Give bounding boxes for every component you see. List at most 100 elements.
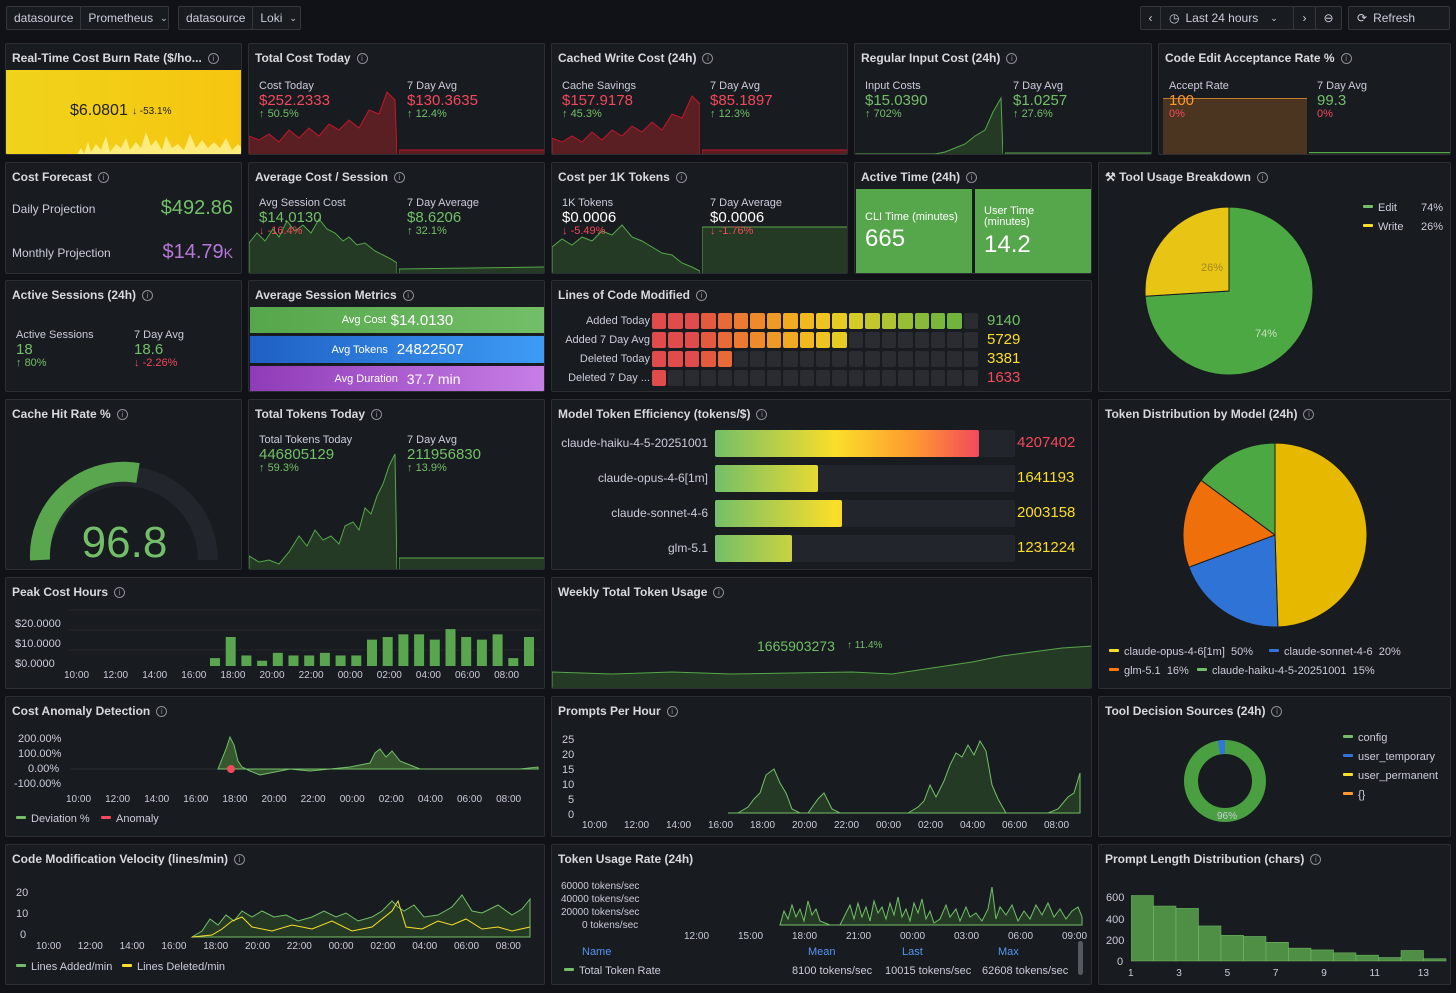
info-icon[interactable]: i xyxy=(966,172,978,183)
info-icon[interactable]: i xyxy=(356,53,368,64)
bar[interactable] xyxy=(272,652,283,666)
info-icon[interactable]: i xyxy=(756,409,768,420)
legend-item[interactable]: config xyxy=(1343,732,1387,744)
legend-item-deviation[interactable]: Deviation % xyxy=(16,813,90,825)
histogram-bar[interactable] xyxy=(1198,925,1222,962)
pie-slice[interactable] xyxy=(1200,442,1276,536)
info-icon[interactable]: i xyxy=(156,706,168,717)
legend-item-write[interactable]: Write 26% xyxy=(1363,221,1443,233)
bar[interactable] xyxy=(461,637,472,666)
legend-item-added[interactable]: Lines Added/min xyxy=(16,961,112,973)
table-header[interactable]: Name xyxy=(582,946,612,958)
info-icon[interactable]: i xyxy=(702,53,714,64)
info-icon[interactable]: i xyxy=(1340,53,1352,64)
datasource-loki-select[interactable]: datasource Loki ⌄ xyxy=(178,6,301,30)
zoom-out-icon[interactable]: ⊖ xyxy=(1315,7,1341,29)
datasource-prometheus-select[interactable]: datasource Prometheus ⌄ xyxy=(6,6,169,30)
time-back-button[interactable]: ‹ xyxy=(1141,7,1161,29)
info-icon[interactable]: i xyxy=(98,172,110,183)
info-icon[interactable]: i xyxy=(371,409,383,420)
histogram-bar[interactable] xyxy=(1131,895,1154,962)
bar[interactable] xyxy=(445,629,456,666)
bar[interactable] xyxy=(351,655,362,666)
legend-item[interactable]: claude-sonnet-4-6 20% xyxy=(1269,646,1401,658)
info-icon[interactable]: i xyxy=(393,172,405,183)
histogram-bar[interactable] xyxy=(1310,949,1334,962)
pie-slice[interactable] xyxy=(1144,206,1230,297)
legend-item[interactable]: claude-haiku-4-5-20251001 15% xyxy=(1197,665,1375,677)
daily-projection-label: Daily Projection xyxy=(12,202,96,216)
info-icon[interactable]: i xyxy=(402,290,414,301)
info-icon[interactable]: i xyxy=(1256,172,1268,183)
refresh-button[interactable]: ⟳ Refresh xyxy=(1348,6,1450,30)
legend-item[interactable]: user_permanent xyxy=(1343,770,1438,782)
bar[interactable] xyxy=(319,652,330,666)
bar[interactable] xyxy=(414,634,425,666)
info-icon[interactable]: i xyxy=(234,854,246,865)
histogram-bar[interactable] xyxy=(1355,954,1379,962)
bar[interactable] xyxy=(524,637,534,666)
scrollbar[interactable] xyxy=(1078,941,1083,975)
info-icon[interactable]: i xyxy=(713,587,725,598)
bar[interactable] xyxy=(210,658,220,666)
bar[interactable] xyxy=(398,634,409,666)
histogram-bar[interactable] xyxy=(1400,950,1424,962)
bar[interactable] xyxy=(382,637,393,666)
info-icon[interactable]: i xyxy=(675,172,687,183)
pie-slice[interactable] xyxy=(1188,534,1279,628)
histogram-bar[interactable] xyxy=(1423,958,1447,962)
bar[interactable] xyxy=(429,639,440,666)
bar[interactable] xyxy=(257,660,268,666)
bar[interactable] xyxy=(508,658,519,666)
bar[interactable] xyxy=(335,655,346,666)
time-forward-button[interactable]: › xyxy=(1293,7,1315,29)
legend-item[interactable]: glm-5.1 16% xyxy=(1109,665,1189,677)
histogram-bar[interactable] xyxy=(1153,905,1177,962)
histogram-bar[interactable] xyxy=(1220,935,1244,962)
bar[interactable] xyxy=(304,655,315,666)
bar[interactable] xyxy=(492,634,503,666)
histogram-bar[interactable] xyxy=(1175,908,1199,962)
table-header[interactable]: Last xyxy=(902,946,923,958)
histogram-bar[interactable] xyxy=(1288,947,1312,962)
table-header[interactable]: Max xyxy=(998,946,1019,958)
bar[interactable] xyxy=(288,655,299,666)
pie-slice[interactable] xyxy=(1182,479,1277,568)
gauge-cell xyxy=(684,332,700,348)
bar[interactable] xyxy=(225,637,236,666)
info-icon[interactable]: i xyxy=(1303,409,1315,420)
info-icon[interactable]: i xyxy=(207,53,219,64)
info-icon[interactable]: i xyxy=(116,409,128,420)
legend-item[interactable]: user_temporary xyxy=(1343,751,1435,763)
time-range-picker[interactable]: ‹ ◷ Last 24 hours ⌄ › ⊖ xyxy=(1140,6,1342,30)
histogram-bar[interactable] xyxy=(1243,936,1267,962)
pie-slice[interactable] xyxy=(1274,442,1368,628)
info-icon[interactable]: i xyxy=(696,290,707,301)
info-icon[interactable]: i xyxy=(142,290,154,301)
gauge-cell xyxy=(750,351,765,367)
histogram-bar[interactable] xyxy=(1333,952,1357,962)
legend-item[interactable]: {} xyxy=(1343,789,1365,801)
bar[interactable] xyxy=(241,655,252,666)
info-icon[interactable]: i xyxy=(1006,53,1018,64)
info-icon[interactable]: i xyxy=(1310,854,1322,865)
legend-item-edit[interactable]: Edit 74% xyxy=(1363,202,1443,214)
bar[interactable] xyxy=(476,639,487,666)
x-tick: 18:00 xyxy=(220,670,246,681)
histogram-bar[interactable] xyxy=(1265,942,1289,962)
histogram-bar[interactable] xyxy=(1378,957,1402,962)
weekly-token-panel: Weekly Total Token Usage i 1665903273 ↑ 1… xyxy=(551,577,1092,689)
info-icon[interactable]: i xyxy=(114,587,126,598)
gauge-cell xyxy=(832,351,847,367)
legend-item-total-rate[interactable]: Total Token Rate xyxy=(564,965,661,977)
info-icon[interactable]: i xyxy=(1271,706,1283,717)
table-header[interactable]: Mean xyxy=(808,946,836,958)
bar[interactable] xyxy=(367,639,377,666)
x-tick: 00:00 xyxy=(337,670,363,681)
gauge-cell xyxy=(750,313,765,329)
anomaly-point[interactable] xyxy=(227,765,235,773)
info-icon[interactable]: i xyxy=(666,706,678,717)
legend-item-anomaly[interactable]: Anomaly xyxy=(101,813,159,825)
legend-item[interactable]: claude-opus-4-6[1m] 50% xyxy=(1109,646,1253,658)
legend-item-deleted[interactable]: Lines Deleted/min xyxy=(122,961,225,973)
